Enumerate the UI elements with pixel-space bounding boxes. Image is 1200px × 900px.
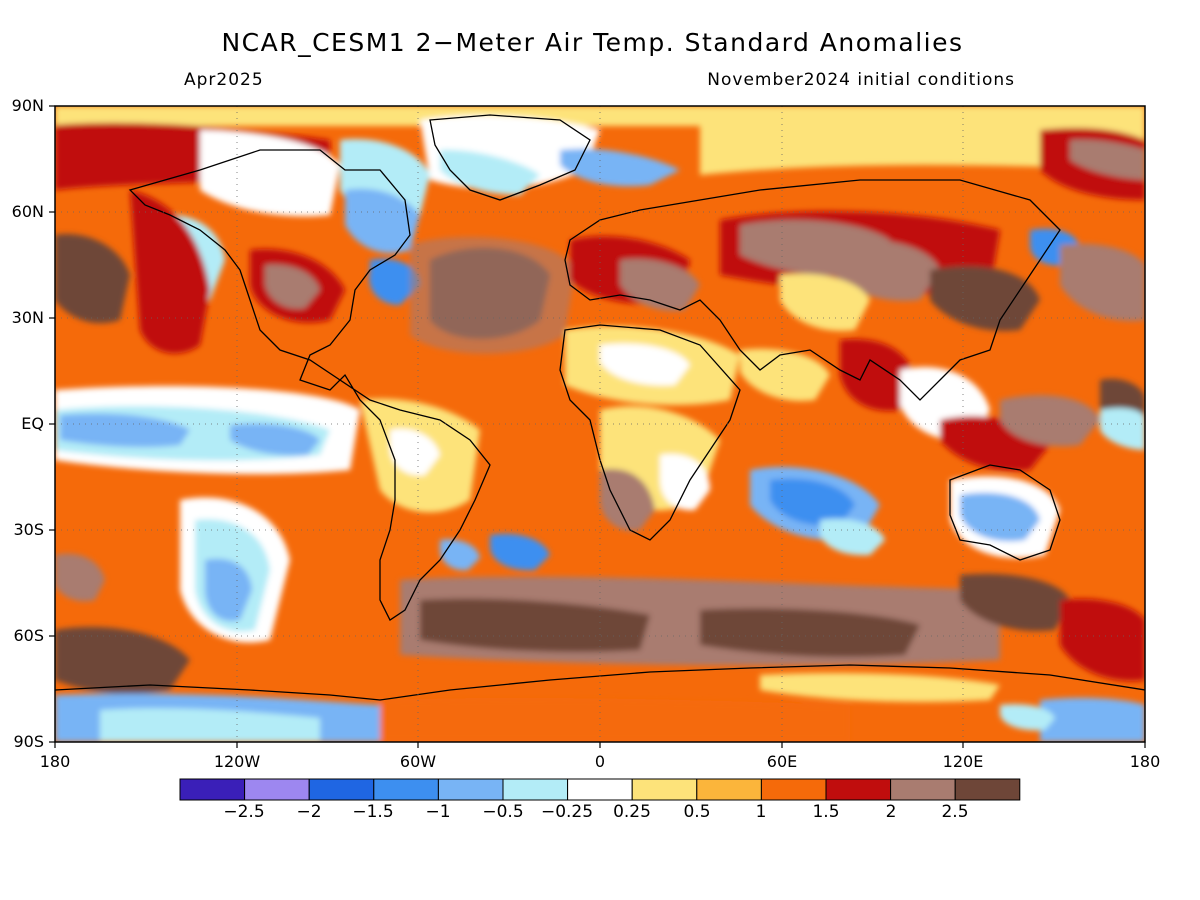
colorbar-swatch — [308, 778, 375, 801]
lat-label: 90N — [11, 96, 44, 115]
lon-label: 120W — [213, 752, 261, 771]
colorbar-swatch — [502, 778, 569, 801]
colorbar-swatch — [179, 778, 246, 801]
anomaly-field — [55, 106, 1145, 742]
lat-label: EQ — [21, 414, 44, 433]
lon-label: 60E — [766, 752, 798, 771]
colorbar-label: −1.5 — [352, 802, 394, 822]
lon-label: 120E — [942, 752, 984, 771]
valid-month-label: Apr2025 — [184, 70, 264, 90]
colorbar-swatch — [244, 778, 310, 801]
colorbar-swatch — [567, 778, 633, 801]
lat-label: 60N — [11, 202, 44, 221]
lon-label: 60W — [399, 752, 437, 771]
lat-label: 90S — [13, 732, 44, 751]
colorbar-label: −1 — [425, 802, 451, 822]
lon-label: 180 — [39, 752, 71, 771]
colorbar-label: 0.5 — [683, 802, 711, 822]
axis-ticks — [49, 105, 1146, 748]
colorbar-label: −2 — [296, 802, 322, 822]
colorbar-swatch — [890, 778, 956, 801]
colorbar-swatch — [825, 778, 892, 801]
coastlines — [55, 114, 1145, 701]
lat-label: 30N — [11, 308, 44, 327]
colorbar-label: 2 — [885, 802, 897, 822]
colorbar-swatch — [696, 778, 762, 801]
init-conditions-label: November2024 initial conditions — [707, 70, 1015, 90]
colorbar-label: 1.5 — [812, 802, 840, 822]
lat-label: 30S — [13, 520, 44, 539]
colorbar-swatch — [373, 778, 439, 801]
colorbar-label: −0.25 — [540, 802, 594, 822]
colorbar-swatch — [954, 778, 1021, 801]
map-title: NCAR_CESM1 2−Meter Air Temp. Standard An… — [221, 28, 964, 57]
colorbar-label: 1 — [755, 802, 767, 822]
graticule — [55, 106, 1145, 742]
lon-label: 180 — [1129, 752, 1161, 771]
colorbar — [179, 778, 1021, 801]
lon-label: 0 — [594, 752, 606, 771]
colorbar-swatch — [437, 778, 504, 801]
lat-label: 60S — [13, 626, 44, 645]
colorbar-label: −2.5 — [223, 802, 265, 822]
colorbar-label: 2.5 — [941, 802, 969, 822]
colorbar-label: −0.5 — [482, 802, 524, 822]
colorbar-swatch — [631, 778, 698, 801]
colorbar-label: 0.25 — [613, 802, 651, 822]
colorbar-swatch — [760, 778, 827, 801]
